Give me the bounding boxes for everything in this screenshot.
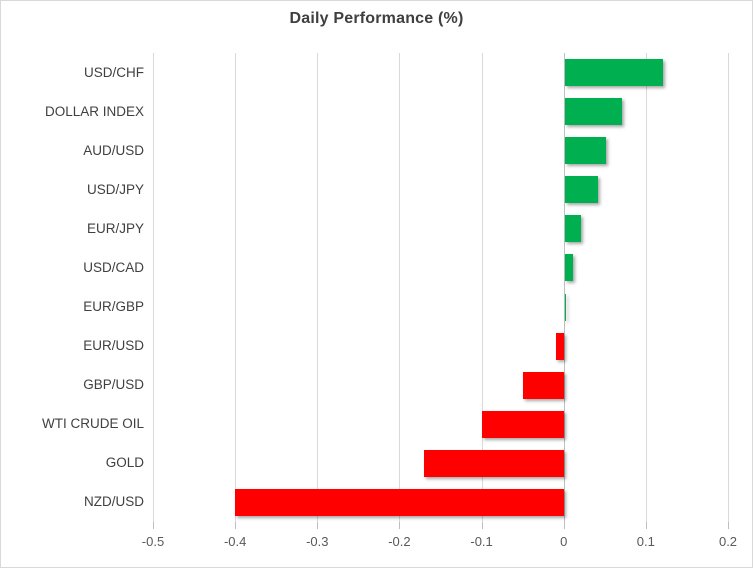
- x-tick-label: -0.1: [470, 534, 493, 549]
- x-tick-label: 0.2: [718, 534, 738, 549]
- axis-tick-mark: [399, 522, 401, 529]
- x-tick-label: -0.3: [306, 534, 329, 549]
- bar-gold: [424, 449, 564, 477]
- gridline--0.2: [399, 53, 401, 522]
- category-label-eur-usd: EUR/USD: [83, 338, 144, 354]
- axis-tick-mark: [645, 522, 647, 529]
- x-tick-label: -0.5: [141, 534, 165, 549]
- bar-usd-jpy: [564, 176, 598, 204]
- category-label-nzd-usd: NZD/USD: [84, 494, 144, 510]
- bar-nzd-usd: [235, 488, 564, 516]
- category-label-dollar-index: DOLLAR INDEX: [44, 103, 144, 119]
- bar-usd-cad: [564, 254, 573, 282]
- zero-axis-line: [563, 53, 565, 522]
- gridline-0.2: [728, 53, 729, 522]
- bar-usd-chf: [564, 59, 664, 87]
- gridline--0.5: [153, 53, 154, 522]
- category-label-wti-crude-oil: WTI CRUDE OIL: [41, 416, 144, 432]
- category-label-eur-gbp: EUR/GBP: [83, 299, 144, 315]
- gridline-0.1: [645, 53, 647, 522]
- category-label-aud-usd: AUD/USD: [83, 142, 144, 158]
- gridline--0.3: [317, 53, 319, 522]
- bar-eur-gbp: [564, 293, 567, 321]
- axis-tick-mark: [481, 522, 483, 529]
- category-label-usd-cad: USD/CAD: [83, 259, 144, 275]
- axis-tick-mark: [235, 522, 237, 529]
- bar-eur-jpy: [564, 215, 582, 243]
- category-label-eur-jpy: EUR/JPY: [86, 220, 144, 236]
- bar-aud-usd: [564, 137, 606, 165]
- x-tick-label: 0.1: [636, 534, 655, 549]
- axis-tick-mark: [317, 522, 319, 529]
- bar-eur-usd: [555, 332, 564, 360]
- category-label-gbp-usd: GBP/USD: [83, 377, 144, 393]
- bar-dollar-index: [564, 98, 623, 126]
- x-tick-label: 0: [560, 534, 568, 549]
- axis-tick-mark: [563, 522, 565, 529]
- axis-tick-mark: [728, 522, 729, 529]
- category-label-usd-chf: USD/CHF: [84, 64, 144, 80]
- bar-wti-crude-oil: [481, 410, 564, 438]
- x-tick-label: -0.2: [388, 534, 411, 549]
- x-tick-label: -0.4: [223, 534, 247, 549]
- gridline--0.4: [235, 53, 237, 522]
- category-label-gold: GOLD: [105, 455, 144, 471]
- category-label-usd-jpy: USD/JPY: [86, 181, 144, 197]
- axis-tick-mark: [153, 522, 154, 529]
- gridline--0.1: [481, 53, 483, 522]
- chart-title: Daily Performance (%): [289, 10, 464, 27]
- bar-gbp-usd: [522, 371, 564, 399]
